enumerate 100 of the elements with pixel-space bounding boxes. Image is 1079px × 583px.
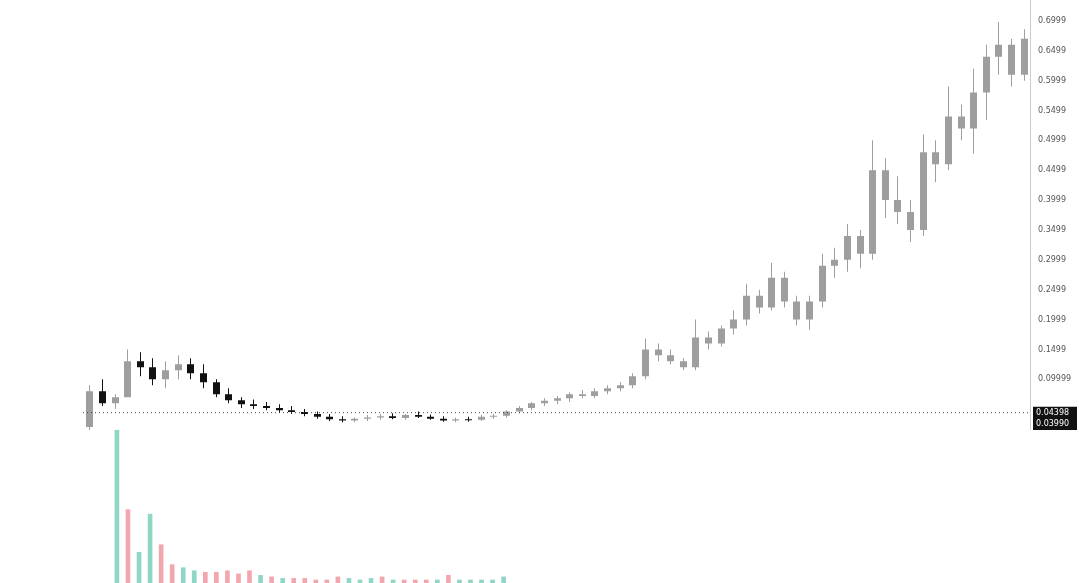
candlestick <box>1021 29 1028 81</box>
y-tick-label: 0.1999 <box>1038 314 1066 324</box>
candlestick <box>705 331 712 350</box>
candlestick <box>377 413 384 420</box>
y-tick-label: 0.5499 <box>1038 105 1066 115</box>
y-tick-label: 0.4499 <box>1038 165 1066 175</box>
bar <box>258 575 263 583</box>
candlestick <box>655 343 662 362</box>
candlestick <box>402 413 409 420</box>
candlestick <box>768 262 775 311</box>
candlestick <box>604 385 611 395</box>
candlestick <box>869 140 876 260</box>
candlestick <box>970 68 977 154</box>
candlestick <box>364 415 371 422</box>
candlestick <box>314 411 321 419</box>
bar <box>191 570 197 583</box>
bar <box>401 579 407 583</box>
y-tick-label: 0.2499 <box>1038 284 1066 294</box>
candlestick <box>718 325 725 347</box>
candlestick <box>819 253 826 308</box>
candlestick <box>187 358 194 380</box>
candlestick <box>566 392 573 402</box>
bar <box>423 579 429 583</box>
bar <box>225 570 230 583</box>
candlestick <box>478 415 485 422</box>
candlestick <box>680 358 687 371</box>
candlestick <box>793 295 800 326</box>
candlestick <box>667 349 674 365</box>
bar <box>446 575 451 583</box>
candlestick <box>554 395 561 405</box>
candlestick <box>301 409 308 417</box>
bar <box>247 570 252 583</box>
bar <box>479 579 484 583</box>
candlestick <box>730 310 737 335</box>
candlestick <box>389 413 396 420</box>
candlestick <box>427 414 434 420</box>
candlestick <box>175 355 182 380</box>
candlestick <box>831 247 838 278</box>
candlestick <box>995 22 1002 75</box>
bar <box>280 578 285 583</box>
candlestick <box>149 358 156 386</box>
bar <box>313 579 319 583</box>
candlestick <box>591 388 598 399</box>
candlestick <box>452 417 459 423</box>
candlestick <box>86 385 93 430</box>
candlestick <box>894 176 901 224</box>
candlestick <box>579 389 586 399</box>
bar <box>412 579 418 583</box>
y-tick-label: 0.2999 <box>1038 254 1066 264</box>
candlestick <box>162 361 169 389</box>
candlestick <box>983 44 990 121</box>
candlestick <box>225 388 232 404</box>
candlestick <box>882 158 889 218</box>
candlestick <box>541 398 548 407</box>
y-tick-label: 0.3999 <box>1038 195 1066 205</box>
candlestick <box>907 200 914 242</box>
candlestick <box>920 134 927 236</box>
candlestick <box>692 319 699 371</box>
bar <box>490 579 495 583</box>
text: 0.03990 <box>1036 418 1070 428</box>
candlestick <box>112 394 119 410</box>
y-tick-label: 0.3499 <box>1038 225 1066 235</box>
candlestick <box>756 289 763 314</box>
candlestick <box>99 379 106 407</box>
candlestick <box>124 349 131 398</box>
y-tick-label: 0.09999 <box>1038 374 1072 384</box>
y-tick-label: 0.5999 <box>1038 75 1066 85</box>
candlestick <box>1008 38 1015 87</box>
candlestick <box>844 223 851 272</box>
ref-line-label: 0.04398 <box>1036 407 1070 417</box>
bar <box>214 571 219 583</box>
candlestick <box>137 352 144 377</box>
bar <box>269 576 274 583</box>
candlestick <box>339 416 346 423</box>
candlestick <box>617 382 624 392</box>
y-tick-label: 0.6499 <box>1038 45 1066 55</box>
candlestick <box>288 406 295 414</box>
y-tick-label: 0.6999 <box>1038 16 1066 26</box>
candlestick <box>629 373 636 389</box>
y-tick-label: 0.4999 <box>1038 135 1066 145</box>
candlestick <box>263 401 270 411</box>
candlestick <box>490 413 497 419</box>
candlestick <box>932 140 939 183</box>
candlestick <box>806 295 813 330</box>
bar <box>435 579 440 583</box>
candlestick <box>415 411 422 419</box>
candlestick <box>465 416 472 422</box>
candlestick <box>503 410 510 418</box>
bar <box>180 567 186 583</box>
bar <box>468 579 473 583</box>
bar <box>501 576 506 583</box>
candlestick <box>743 283 750 326</box>
candlestick <box>528 401 535 411</box>
candlestick <box>958 104 965 141</box>
candlestick <box>213 379 220 398</box>
bar <box>202 571 208 583</box>
y-tick-label: 0.1499 <box>1038 344 1066 354</box>
bar <box>302 578 308 583</box>
candlestick <box>781 271 788 308</box>
candlestick <box>238 397 245 408</box>
